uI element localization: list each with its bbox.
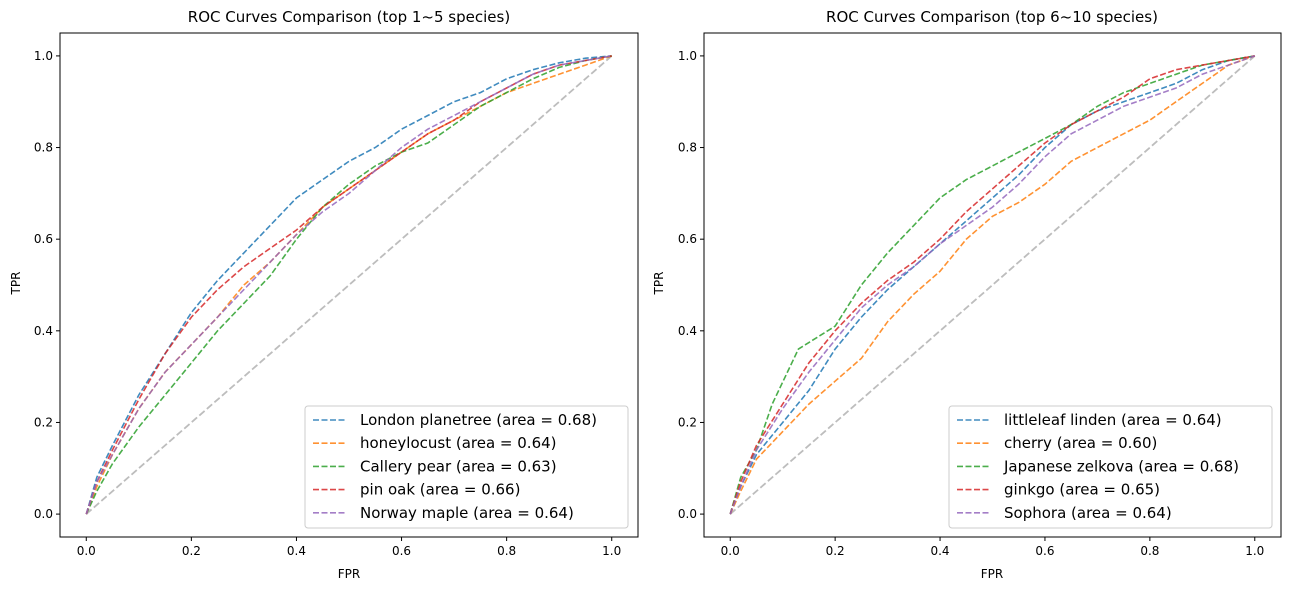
series-line-1 [729, 55, 1255, 515]
series-line-3 [729, 55, 1255, 515]
legend-label: littleleaf linden (area = 0.64) [1004, 411, 1222, 429]
axes-frame [703, 32, 1282, 538]
legend-box [948, 405, 1273, 529]
y-tick-label: 0.6 [34, 232, 53, 246]
x-tick-label: 0.8 [1140, 544, 1159, 558]
x-tick-label: 0.0 [721, 544, 740, 558]
legend: littleleaf linden (area = 0.64) cherry (a… [948, 405, 1273, 529]
legend-label: cherry (area = 0.60) [1004, 434, 1157, 452]
y-tick-label: 1.0 [34, 49, 53, 63]
legend-label: Norway maple (area = 0.64) [360, 504, 574, 522]
legend: London planetree (area = 0.68) honeylocus… [304, 405, 629, 529]
series-line-2 [729, 55, 1256, 515]
y-tick-label: 0.6 [678, 232, 697, 246]
y-tick-label: 0.8 [34, 141, 53, 155]
legend-label: Callery pear (area = 0.63) [360, 457, 557, 475]
legend-label: Sophora (area = 0.64) [1004, 504, 1172, 522]
x-axis-label: FPR [338, 567, 360, 581]
y-tick-label: 0.4 [678, 324, 697, 338]
chart-panel-top-1-5: ROC Curves Comparison (top 1~5 species) … [9, 8, 639, 581]
x-tick-label: 1.0 [602, 544, 621, 558]
diagonal-reference-line [729, 55, 1256, 515]
series-line-5 [85, 55, 612, 515]
y-tick-label: 0.8 [678, 141, 697, 155]
x-tick-label: 0.8 [497, 544, 516, 558]
x-tick-label: 0.2 [826, 544, 845, 558]
x-tick-label: 0.6 [1035, 544, 1054, 558]
y-tick-label: 0.0 [34, 507, 53, 521]
x-tick-label: 0.4 [287, 544, 306, 558]
legend-label: Japanese zelkova (area = 0.68) [1003, 457, 1239, 475]
plot-area: 0.0 0.2 0.4 0.6 0.8 1.0 0.0 0.2 0.4 0.6 0.8 1.0 Lond… [34, 32, 639, 558]
y-tick-label: 0.2 [678, 415, 697, 429]
series-line-4 [729, 55, 1255, 515]
y-tick-label: 0.4 [34, 324, 53, 338]
x-tick-label: 0.4 [930, 544, 949, 558]
x-tick-label: 0.0 [77, 544, 96, 558]
x-axis-label: FPR [981, 567, 1003, 581]
plot-area: 0.0 0.2 0.4 0.6 0.8 1.0 0.0 0.2 0.4 0.6 0.8 1.0 litt… [678, 32, 1282, 558]
chart-title: ROC Curves Comparison (top 6~10 species) [826, 8, 1158, 26]
legend-label: ginkgo (area = 0.65) [1004, 481, 1160, 499]
y-axis-label: TPR [9, 272, 23, 296]
axes-frame [59, 32, 639, 538]
series-line-1 [85, 55, 612, 515]
x-tick-label: 0.6 [392, 544, 411, 558]
y-tick-label: 1.0 [678, 49, 697, 63]
legend-label: honeylocust (area = 0.64) [360, 434, 557, 452]
diagonal-reference-line [85, 55, 613, 515]
x-tick-label: 1.0 [1245, 544, 1264, 558]
series-line-5 [729, 55, 1256, 515]
y-tick-label: 0.0 [678, 507, 697, 521]
legend-label: London planetree (area = 0.68) [360, 411, 597, 429]
chart-title: ROC Curves Comparison (top 1~5 species) [188, 8, 510, 26]
y-tick-label: 0.2 [34, 415, 53, 429]
legend-box [304, 405, 629, 529]
x-tick-label: 0.2 [182, 544, 201, 558]
y-axis-label: TPR [652, 272, 666, 296]
legend-label: pin oak (area = 0.66) [360, 481, 520, 499]
series-line-3 [85, 55, 612, 515]
chart-panel-top-6-10: ROC Curves Comparison (top 6~10 species)… [652, 8, 1282, 581]
